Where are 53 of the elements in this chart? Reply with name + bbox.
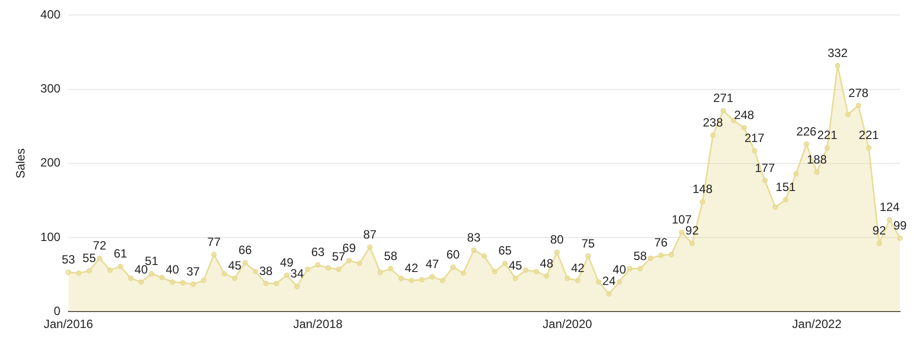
data-label: 48 xyxy=(540,256,554,270)
data-label: 40 xyxy=(612,262,626,276)
data-label: 77 xyxy=(207,234,221,249)
data-label: 55 xyxy=(82,251,96,266)
data-label: 45 xyxy=(228,258,242,273)
x-tick-label: Jan/2018 xyxy=(293,317,343,332)
data-label: 148 xyxy=(692,182,713,196)
data-label: 238 xyxy=(702,116,724,130)
data-label: 65 xyxy=(498,244,512,258)
data-label: 87 xyxy=(363,227,377,242)
data-label: 42 xyxy=(571,260,585,275)
data-label: 177 xyxy=(754,160,776,175)
data-label: 45 xyxy=(508,258,522,273)
data-label: 80 xyxy=(550,232,564,247)
data-label: 63 xyxy=(311,245,325,260)
data-label: 226 xyxy=(796,124,817,138)
data-label: 188 xyxy=(806,152,828,167)
data-label: 151 xyxy=(776,180,796,194)
data-label: 221 xyxy=(858,128,880,142)
data-label: 83 xyxy=(467,230,481,244)
data-label: 47 xyxy=(426,257,440,272)
y-tick-label: 200 xyxy=(40,156,61,170)
y-tick-label: 100 xyxy=(40,230,61,244)
data-label: 221 xyxy=(817,128,838,142)
data-label: 99 xyxy=(893,218,907,233)
data-label: 38 xyxy=(259,264,273,278)
data-label: 72 xyxy=(92,238,107,253)
data-label: 66 xyxy=(238,243,252,258)
x-tick-label: Jan/2020 xyxy=(542,317,592,332)
data-label: 75 xyxy=(581,236,596,250)
y-tick-label: 300 xyxy=(40,82,61,96)
data-label: 37 xyxy=(186,264,200,278)
y-tick-label: 400 xyxy=(40,8,61,22)
data-label: 24 xyxy=(602,274,616,288)
y-tick-label: 0 xyxy=(54,304,61,318)
data-label: 271 xyxy=(713,91,734,106)
data-label: 53 xyxy=(62,252,76,267)
data-label: 332 xyxy=(828,46,848,60)
data-label: 61 xyxy=(114,246,128,261)
data-label: 42 xyxy=(404,260,418,275)
y-axis-title: Sales xyxy=(14,148,28,178)
data-label: 76 xyxy=(654,236,668,250)
data-label: 58 xyxy=(633,248,648,263)
data-label: 278 xyxy=(848,86,869,100)
data-label: 217 xyxy=(744,131,765,146)
data-label: 58 xyxy=(384,248,398,263)
data-label: 60 xyxy=(446,247,460,262)
data-label: 248 xyxy=(734,108,754,122)
x-tick-label: Jan/2016 xyxy=(44,317,94,332)
x-tick-label: Jan/2022 xyxy=(792,317,842,332)
data-label: 40 xyxy=(166,262,180,276)
data-label: 124 xyxy=(880,200,900,214)
data-label: 92 xyxy=(872,224,886,238)
